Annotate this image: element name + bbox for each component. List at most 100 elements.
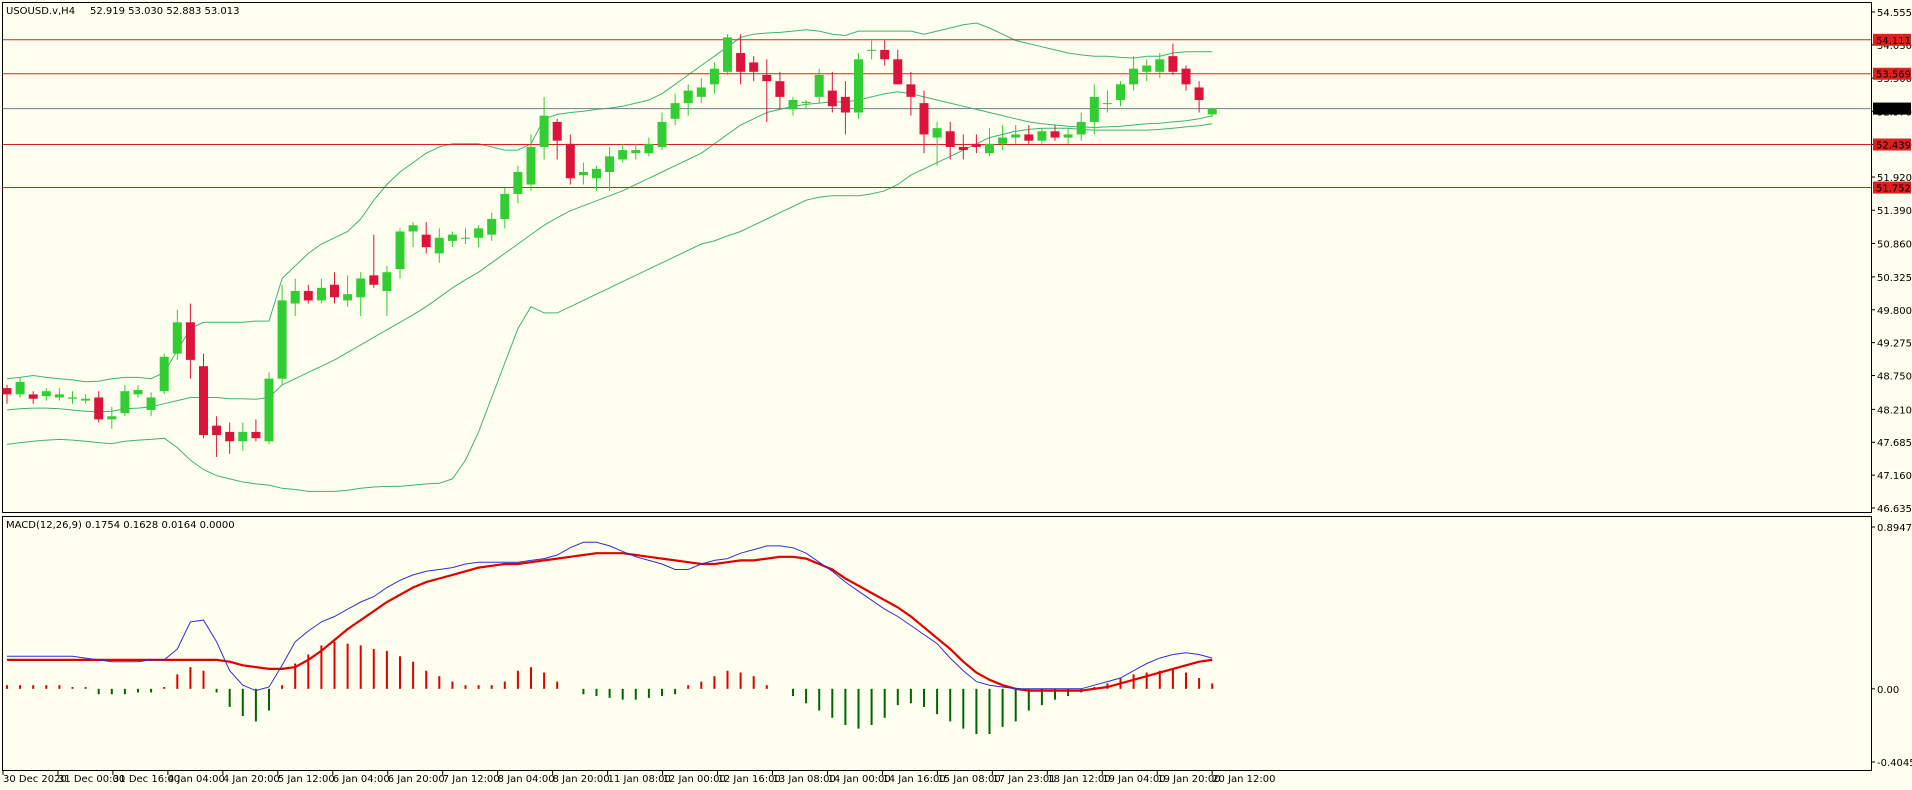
candle-body[interactable] [1011, 134, 1021, 138]
candle-body[interactable] [592, 168, 601, 179]
candle-body[interactable] [251, 431, 261, 439]
candle-body[interactable] [159, 356, 169, 392]
candle-body[interactable] [356, 278, 366, 298]
candles[interactable] [2, 34, 1217, 457]
candle-body[interactable] [487, 218, 497, 235]
candle-body[interactable] [814, 74, 824, 97]
candle-body[interactable] [133, 389, 143, 395]
candle-body[interactable] [41, 391, 51, 397]
candle-body[interactable] [238, 431, 248, 442]
candle-body[interactable] [199, 366, 208, 436]
candle-body[interactable] [1102, 103, 1112, 105]
candle-body[interactable] [1181, 68, 1191, 85]
candle-body[interactable] [932, 128, 942, 138]
candle-body[interactable] [277, 300, 287, 379]
candle-body[interactable] [1076, 121, 1086, 135]
candle-body[interactable] [526, 146, 536, 185]
candle-body[interactable] [212, 425, 222, 436]
candle-body[interactable] [1129, 68, 1139, 85]
candle-body[interactable] [998, 137, 1008, 144]
candle-body[interactable] [867, 49, 877, 51]
candle-body[interactable] [369, 275, 379, 285]
candle-body[interactable] [434, 237, 444, 254]
candle-body[interactable] [801, 101, 811, 104]
candle-body[interactable] [185, 322, 195, 360]
candle-body[interactable] [539, 115, 549, 147]
candle-body[interactable] [565, 143, 575, 179]
candle-body[interactable] [1024, 134, 1034, 141]
candle-body[interactable] [1089, 96, 1099, 122]
candle-body[interactable] [749, 62, 759, 72]
candle-body[interactable] [618, 150, 628, 160]
candle-body[interactable] [1037, 131, 1047, 141]
macd-tick-label: 0.00 [1877, 685, 1899, 696]
candle-body[interactable] [172, 322, 182, 354]
candle-body[interactable] [880, 49, 890, 60]
candle-body[interactable] [120, 391, 130, 414]
candle-body[interactable] [474, 228, 484, 238]
candle-body[interactable] [107, 416, 117, 420]
candle-body[interactable] [985, 143, 994, 154]
candle-body[interactable] [1142, 65, 1152, 72]
candle-body[interactable] [893, 59, 903, 85]
candle-body[interactable] [28, 394, 38, 399]
candle-body[interactable] [696, 87, 706, 97]
candle-body[interactable] [15, 381, 25, 395]
candle-body[interactable] [840, 96, 850, 113]
candle-body[interactable] [408, 225, 418, 232]
ohlc-readout: 52.919 53.030 52.883 53.013 [90, 6, 240, 17]
candle-body[interactable] [461, 237, 470, 239]
candle-body[interactable] [500, 193, 510, 219]
candle-body[interactable] [94, 397, 104, 420]
candle-body[interactable] [670, 103, 680, 119]
candle-body[interactable] [330, 284, 339, 298]
candle-body[interactable] [68, 397, 77, 399]
candle-body[interactable] [775, 81, 785, 97]
candle-body[interactable] [1050, 131, 1060, 138]
candle-body[interactable] [1116, 84, 1125, 100]
candle-body[interactable] [919, 103, 929, 135]
candle-body[interactable] [264, 378, 274, 442]
candle-body[interactable] [81, 398, 91, 401]
candle-body[interactable] [395, 231, 405, 270]
candle-body[interactable] [854, 59, 863, 113]
candle-body[interactable] [146, 397, 156, 410]
x-tick-label: 8 Jan 20:00 [553, 774, 610, 785]
price-tick-label: 49.800 [1877, 306, 1912, 317]
candle-body[interactable] [225, 431, 235, 442]
candle-body[interactable] [303, 291, 313, 301]
candle-body[interactable] [316, 287, 326, 301]
candle-body[interactable] [513, 172, 523, 194]
candle-body[interactable] [290, 291, 300, 304]
candle-body[interactable] [906, 84, 916, 97]
candle-body[interactable] [447, 234, 457, 241]
x-tick-label: 14 Jan 16:00 [882, 774, 945, 785]
candle-body[interactable] [827, 90, 837, 107]
candle-body[interactable] [54, 394, 64, 398]
candle-body[interactable] [343, 294, 353, 301]
candle-body[interactable] [644, 143, 654, 154]
candle-body[interactable] [631, 150, 641, 154]
candle-body[interactable] [762, 74, 772, 82]
candle-body[interactable] [1207, 108, 1217, 115]
candle-body[interactable] [1168, 56, 1178, 72]
candle-body[interactable] [2, 388, 12, 395]
candle-body[interactable] [736, 53, 746, 72]
candle-body[interactable] [1063, 134, 1073, 138]
candle-body[interactable] [788, 99, 798, 110]
candle-body[interactable] [382, 272, 392, 291]
candle-body[interactable] [971, 143, 981, 147]
candle-body[interactable] [945, 131, 955, 147]
candle-body[interactable] [1155, 59, 1165, 72]
candle-body[interactable] [683, 90, 693, 104]
candle-body[interactable] [605, 156, 615, 173]
candle-body[interactable] [578, 172, 588, 176]
candle-body[interactable] [709, 68, 719, 85]
candle-body[interactable] [723, 37, 732, 72]
price-tick-label: 50.860 [1877, 239, 1912, 250]
candle-body[interactable] [421, 234, 431, 248]
candle-body[interactable] [958, 146, 968, 151]
candle-body[interactable] [657, 121, 667, 147]
candle-body[interactable] [552, 121, 562, 141]
candle-body[interactable] [1194, 87, 1204, 100]
